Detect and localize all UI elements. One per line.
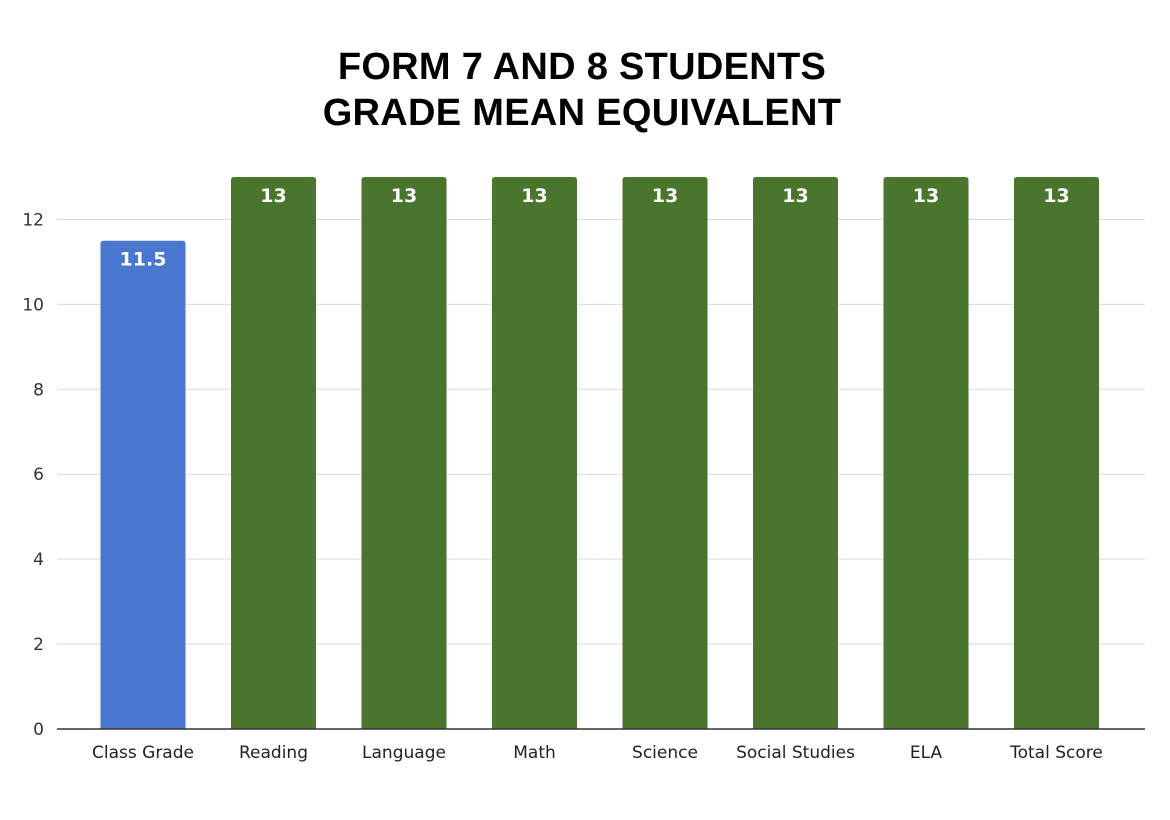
y-tick-label: 4 bbox=[33, 550, 44, 570]
bar bbox=[492, 177, 577, 729]
data-label: 13 bbox=[1043, 185, 1069, 207]
x-tick-label: Science bbox=[632, 743, 698, 763]
x-tick-label: ELA bbox=[910, 743, 943, 763]
y-tick-label: 12 bbox=[22, 210, 44, 230]
bar bbox=[753, 177, 838, 729]
data-label: 11.5 bbox=[120, 249, 167, 271]
x-tick-label: Total Score bbox=[1009, 743, 1103, 763]
data-label: 13 bbox=[521, 185, 547, 207]
y-tick-label: 2 bbox=[33, 635, 44, 655]
x-tick-label: Math bbox=[513, 743, 556, 763]
bar bbox=[622, 177, 708, 729]
y-tick-label: 0 bbox=[33, 720, 44, 740]
chart-title-line-1: FORM 7 AND 8 STUDENTS bbox=[337, 46, 827, 88]
bars bbox=[100, 177, 1099, 729]
data-label: 13 bbox=[391, 185, 417, 207]
x-tick-label: Class Grade bbox=[92, 743, 194, 763]
y-tick-label: 8 bbox=[33, 380, 44, 400]
data-label: 13 bbox=[652, 185, 678, 207]
data-label: 13 bbox=[913, 185, 939, 207]
y-tick-label: 10 bbox=[22, 295, 44, 315]
chart-title-line-2: GRADE MEAN EQUIVALENT bbox=[322, 92, 842, 134]
bar bbox=[883, 177, 969, 729]
x-tick-label: Reading bbox=[239, 743, 308, 763]
bar bbox=[100, 240, 186, 729]
data-label: 13 bbox=[782, 185, 808, 207]
gridlines bbox=[57, 218, 1145, 645]
chart-title: FORM 7 AND 8 STUDENTS GRADE MEAN EQUIVAL… bbox=[0, 44, 1164, 136]
y-tick-label: 6 bbox=[33, 465, 44, 485]
x-tick-label: Social Studies bbox=[736, 743, 855, 763]
bar bbox=[361, 177, 447, 729]
data-label: 13 bbox=[260, 185, 286, 207]
bar bbox=[231, 177, 316, 729]
x-tick-label: Language bbox=[362, 743, 446, 763]
labels: 0 2 4 6 8 10 12 11.5 Class Grade 13 Reading 13 Langu… bbox=[22, 185, 1103, 763]
bar bbox=[1014, 177, 1099, 729]
